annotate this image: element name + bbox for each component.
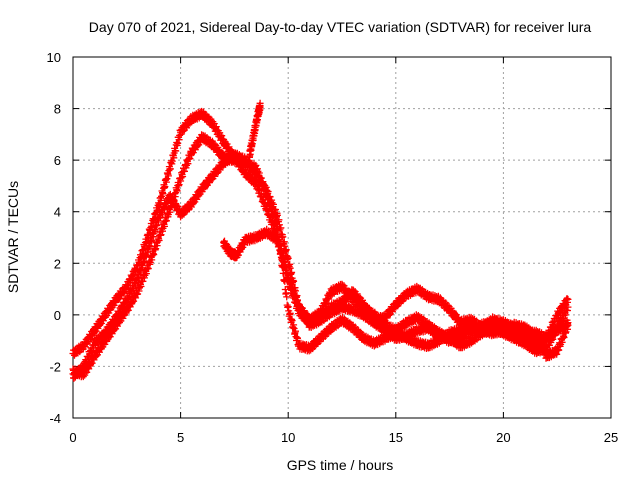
series-4-markers	[220, 225, 572, 345]
y-tick-label: -2	[49, 359, 61, 374]
x-tick-label: 0	[69, 430, 76, 445]
chart-title: Day 070 of 2021, Sidereal Day-to-day VTE…	[89, 19, 592, 35]
y-tick-label: 0	[54, 308, 61, 323]
x-tick-label: 10	[281, 430, 295, 445]
x-tick-label: 20	[496, 430, 510, 445]
x-axis-label: GPS time / hours	[287, 457, 394, 473]
y-tick-label: 8	[54, 102, 61, 117]
y-tick-label: 6	[54, 153, 61, 168]
y-tick-label: 2	[54, 256, 61, 271]
x-tick-label: 25	[604, 430, 618, 445]
series-5-markers	[246, 99, 264, 161]
data-points	[69, 99, 572, 382]
series-3-markers	[69, 149, 572, 382]
y-tick-label: -4	[49, 411, 61, 426]
y-tick-label: 4	[54, 205, 61, 220]
x-tick-label: 15	[389, 430, 403, 445]
axis-ticks: 0 5 10 15 20 25 -4 -2 0 2 4 6 8 10	[47, 50, 619, 445]
plot-frame	[72, 56, 612, 419]
x-tick-label: 5	[177, 430, 184, 445]
grid-lines	[73, 57, 611, 418]
y-axis-label: SDTVAR / TECUs	[5, 181, 21, 293]
y-tick-label: 10	[47, 50, 61, 65]
